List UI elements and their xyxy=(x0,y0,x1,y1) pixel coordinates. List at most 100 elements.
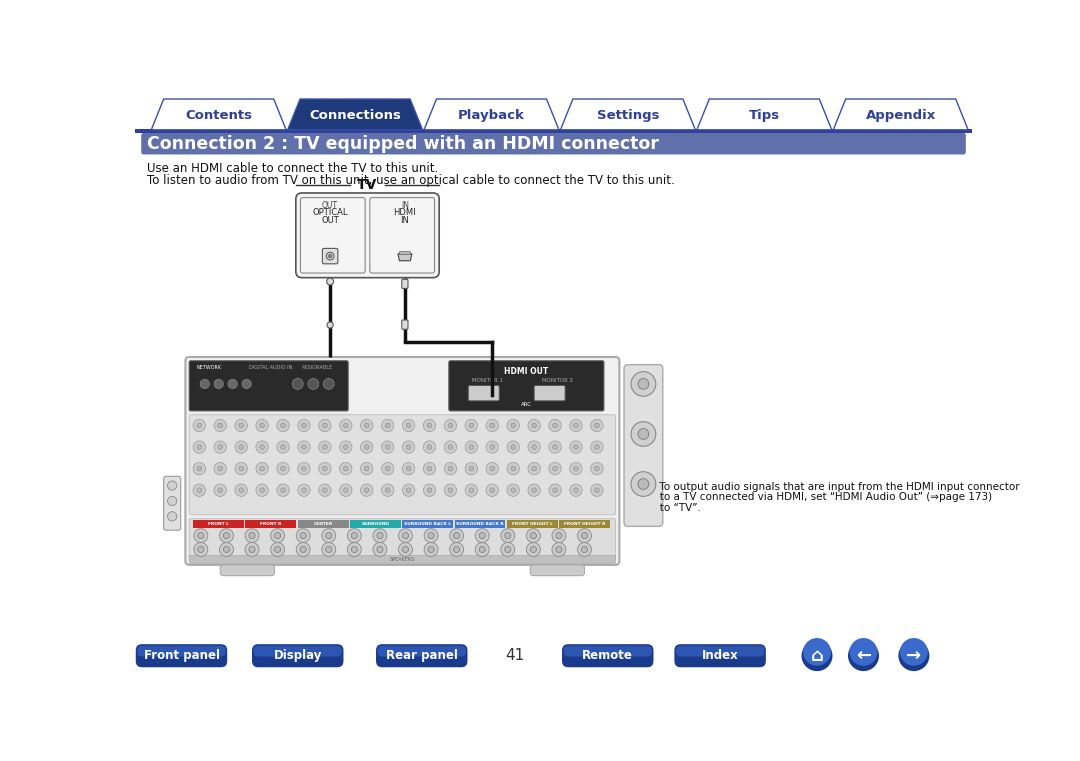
Circle shape xyxy=(591,419,603,431)
Circle shape xyxy=(323,378,334,390)
FancyBboxPatch shape xyxy=(254,646,342,657)
Text: Appendix: Appendix xyxy=(865,109,936,122)
Bar xyxy=(507,521,557,528)
Circle shape xyxy=(595,423,599,428)
Circle shape xyxy=(239,466,243,471)
Circle shape xyxy=(348,529,362,543)
Circle shape xyxy=(308,378,319,390)
Circle shape xyxy=(528,419,540,431)
Bar xyxy=(403,521,454,528)
FancyBboxPatch shape xyxy=(624,365,663,527)
Circle shape xyxy=(351,546,357,552)
Circle shape xyxy=(301,444,307,449)
Circle shape xyxy=(235,484,247,496)
Circle shape xyxy=(228,379,238,389)
Text: • To output audio signals that are input from the HDMI input connector: • To output audio signals that are input… xyxy=(650,482,1020,492)
Circle shape xyxy=(406,423,410,428)
FancyBboxPatch shape xyxy=(530,565,584,575)
Text: OUT: OUT xyxy=(321,216,339,225)
Circle shape xyxy=(381,463,394,475)
Text: Display: Display xyxy=(273,649,322,662)
Circle shape xyxy=(469,466,474,471)
FancyBboxPatch shape xyxy=(137,646,226,657)
Circle shape xyxy=(403,419,415,431)
Circle shape xyxy=(193,484,205,496)
Circle shape xyxy=(386,423,390,428)
FancyBboxPatch shape xyxy=(676,646,765,657)
Circle shape xyxy=(507,463,519,475)
Circle shape xyxy=(424,543,438,556)
Circle shape xyxy=(638,428,649,439)
Bar xyxy=(455,521,505,528)
FancyBboxPatch shape xyxy=(400,251,410,255)
Text: Rear panel: Rear panel xyxy=(386,649,458,662)
Text: HDMI OUT: HDMI OUT xyxy=(504,367,549,376)
Circle shape xyxy=(198,533,204,539)
Circle shape xyxy=(638,378,649,390)
Circle shape xyxy=(424,529,438,543)
Circle shape xyxy=(245,529,259,543)
Circle shape xyxy=(328,255,332,258)
Circle shape xyxy=(298,441,310,454)
Circle shape xyxy=(553,488,557,492)
Circle shape xyxy=(531,444,537,449)
Circle shape xyxy=(428,466,432,471)
Circle shape xyxy=(326,533,332,539)
Text: ✎: ✎ xyxy=(636,481,646,492)
Circle shape xyxy=(804,638,831,666)
Circle shape xyxy=(403,533,408,539)
Circle shape xyxy=(361,441,373,454)
FancyBboxPatch shape xyxy=(562,644,653,667)
Circle shape xyxy=(319,484,332,496)
Bar xyxy=(559,521,610,528)
Circle shape xyxy=(274,533,281,539)
Text: FRONT HEIGHT L: FRONT HEIGHT L xyxy=(512,522,553,526)
Circle shape xyxy=(326,278,334,285)
Circle shape xyxy=(578,543,592,556)
FancyBboxPatch shape xyxy=(469,386,499,401)
Text: ARC: ARC xyxy=(521,402,531,406)
Circle shape xyxy=(377,533,383,539)
Text: IN: IN xyxy=(401,201,409,210)
Circle shape xyxy=(343,488,348,492)
Circle shape xyxy=(298,419,310,431)
Text: FRONT L: FRONT L xyxy=(208,522,229,526)
Circle shape xyxy=(361,484,373,496)
Circle shape xyxy=(490,423,495,428)
Circle shape xyxy=(507,441,519,454)
Circle shape xyxy=(214,484,227,496)
Circle shape xyxy=(454,546,460,552)
Circle shape xyxy=(531,423,537,428)
Text: OPTICAL: OPTICAL xyxy=(312,209,348,218)
Circle shape xyxy=(248,546,255,552)
Circle shape xyxy=(239,488,243,492)
Text: Remote: Remote xyxy=(582,649,633,662)
Circle shape xyxy=(448,444,453,449)
Text: NETWORK: NETWORK xyxy=(197,365,221,370)
Text: FRONT HEIGHT R: FRONT HEIGHT R xyxy=(564,522,606,526)
Circle shape xyxy=(469,423,474,428)
Circle shape xyxy=(553,444,557,449)
Circle shape xyxy=(428,546,434,552)
Circle shape xyxy=(475,529,489,543)
Circle shape xyxy=(381,419,394,431)
Circle shape xyxy=(301,488,307,492)
Circle shape xyxy=(260,466,265,471)
Circle shape xyxy=(364,488,369,492)
Circle shape xyxy=(511,488,515,492)
Circle shape xyxy=(274,546,281,552)
Circle shape xyxy=(486,463,499,475)
Circle shape xyxy=(591,463,603,475)
Circle shape xyxy=(276,463,289,475)
Circle shape xyxy=(801,640,833,671)
FancyBboxPatch shape xyxy=(564,646,652,657)
Bar xyxy=(298,521,349,528)
Circle shape xyxy=(465,441,477,454)
Circle shape xyxy=(319,441,332,454)
Circle shape xyxy=(194,529,207,543)
Circle shape xyxy=(848,640,879,671)
Circle shape xyxy=(381,484,394,496)
Text: OUT: OUT xyxy=(322,201,338,210)
Circle shape xyxy=(530,533,537,539)
Circle shape xyxy=(449,543,463,556)
